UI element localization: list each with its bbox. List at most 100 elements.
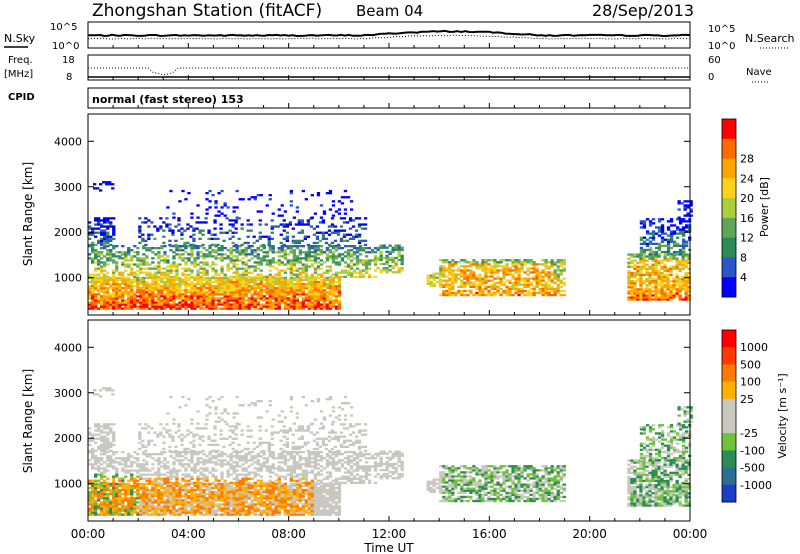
power-cell <box>268 275 272 278</box>
power-cell <box>397 269 401 272</box>
power-cell <box>469 289 473 293</box>
power-cell <box>112 305 116 308</box>
power-cell <box>301 271 305 274</box>
power-cell <box>538 277 542 280</box>
velocity-cell <box>292 507 296 510</box>
velocity-cell <box>97 465 101 468</box>
velocity-cell <box>94 484 98 488</box>
power-cell <box>183 229 187 232</box>
power-cell <box>103 301 107 304</box>
power-cell <box>313 269 318 272</box>
power-cell <box>175 275 179 278</box>
power-cell <box>517 291 521 295</box>
velocity-cell <box>100 507 104 510</box>
velocity-cell <box>286 497 290 500</box>
velocity-cell <box>205 501 209 504</box>
power-cell <box>630 261 634 264</box>
power-cell <box>337 280 342 284</box>
velocity-cell <box>97 484 101 488</box>
power-cell <box>172 299 176 302</box>
power-cell <box>523 279 527 282</box>
power-cell <box>301 291 305 294</box>
power-cell <box>94 278 98 282</box>
velocity-cell <box>196 509 200 512</box>
power-cell <box>295 282 299 286</box>
velocity-cell <box>316 505 321 508</box>
power-cell <box>166 269 170 272</box>
power-cell <box>487 279 491 282</box>
power-cell <box>559 271 563 274</box>
power-cell <box>166 303 170 306</box>
power-cell <box>238 249 242 252</box>
power-cell <box>289 299 293 302</box>
power-cell <box>313 261 318 264</box>
power-cell <box>283 257 287 260</box>
velocity-cell <box>184 495 188 498</box>
power-cell <box>351 235 356 238</box>
power-cell <box>181 273 185 276</box>
power-cell <box>262 291 266 294</box>
power-cell <box>502 283 506 286</box>
power-cell <box>280 214 284 217</box>
power-cell <box>97 289 101 292</box>
power-cell <box>277 282 281 286</box>
power-cell <box>220 276 224 280</box>
velocity-cell <box>94 493 98 496</box>
velocity-cell <box>214 482 218 486</box>
velocity-cell <box>286 505 290 508</box>
velocity-cell <box>289 497 293 500</box>
velocity-cell <box>325 497 330 500</box>
velocity-cell <box>229 493 233 496</box>
velocity-cell <box>172 495 176 498</box>
velocity-cell <box>109 505 113 508</box>
velocity-cell <box>136 488 140 492</box>
power-cell <box>157 267 161 270</box>
power-cell <box>259 305 263 308</box>
power-cell <box>547 277 551 280</box>
velocity-cell <box>322 507 327 510</box>
power-cell <box>550 279 554 282</box>
power-cell <box>666 220 671 223</box>
power-cell <box>316 307 321 310</box>
power-cell <box>660 271 664 275</box>
power-cell <box>139 287 143 290</box>
velocity-cell <box>289 511 293 514</box>
power-cell <box>241 251 245 254</box>
power-cell <box>106 259 110 262</box>
power-cell <box>672 296 676 299</box>
power-cell <box>109 297 113 300</box>
power-cell <box>100 257 104 260</box>
power-cell <box>196 255 200 258</box>
power-cell <box>118 257 122 260</box>
power-cell <box>307 265 311 268</box>
power-cell <box>106 297 110 300</box>
power-cell <box>319 204 324 207</box>
power-cell <box>235 257 239 260</box>
power-cell <box>154 265 158 268</box>
power-cell <box>627 286 631 289</box>
power-cell <box>331 200 336 203</box>
power-cell <box>253 305 257 308</box>
power-cell <box>250 257 254 260</box>
power-cell <box>684 263 688 266</box>
velocity-cell <box>136 486 140 490</box>
power-cell <box>112 233 116 236</box>
power-cell <box>460 293 464 297</box>
velocity-cell <box>328 488 333 492</box>
power-cell <box>676 244 680 247</box>
power-cell <box>448 277 452 280</box>
power-cell <box>532 285 536 288</box>
velocity-cell <box>112 495 116 498</box>
power-cell <box>313 282 318 286</box>
power-cell <box>313 267 318 270</box>
power-cell <box>630 271 634 275</box>
power-cell <box>478 285 482 288</box>
power-cell <box>115 305 119 308</box>
power-cell <box>633 288 637 291</box>
velocity-cell <box>328 495 333 498</box>
power-cell <box>445 283 449 286</box>
power-cell <box>391 267 395 270</box>
power-cell <box>234 231 238 234</box>
power-cell <box>297 221 301 224</box>
velocity-cell <box>256 488 260 492</box>
